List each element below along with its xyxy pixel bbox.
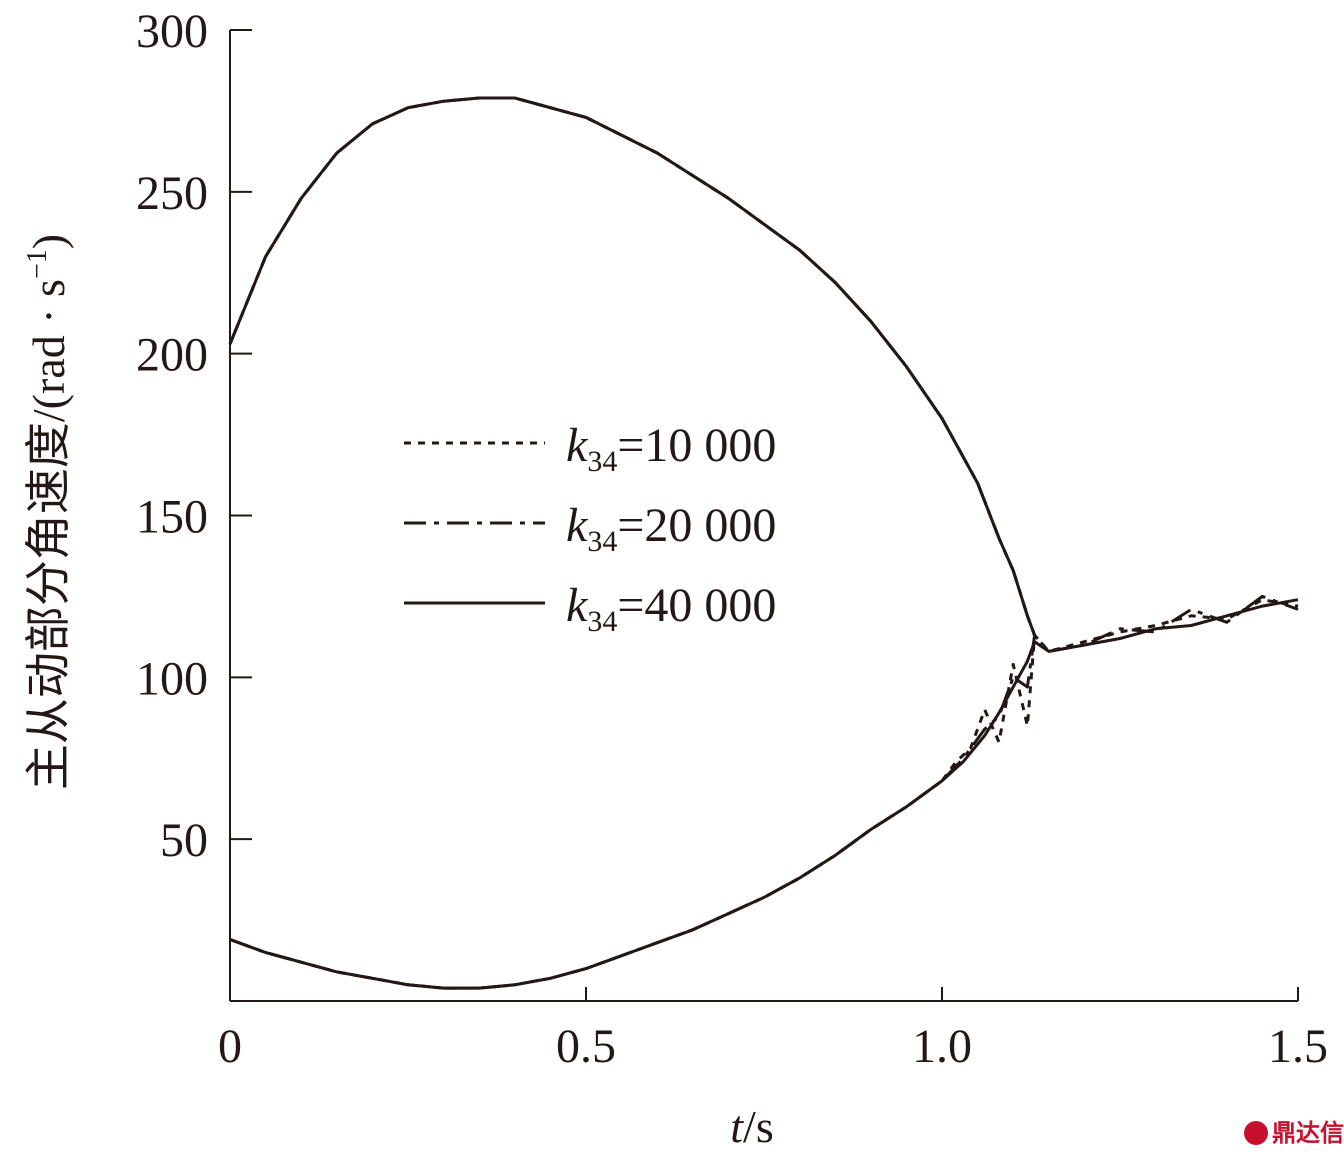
y-tick-label: 250 [136, 167, 208, 220]
legend-label-value: =40 000 [617, 579, 776, 632]
legend-label-value: =10 000 [617, 419, 776, 472]
legend-label-3: k34=40 000 [566, 579, 776, 638]
series-1-upper-line [228, 96, 1037, 636]
legend-label-k: k [566, 499, 589, 552]
y-tick-label: 100 [136, 652, 208, 705]
x-tick-label: 1.0 [912, 1020, 972, 1073]
y-axis-label: 主从动部分角速度/(rad · s−1) [22, 234, 74, 790]
x-axis-label-unit: /s [743, 1101, 774, 1152]
watermark: 鼎达信 [1244, 1119, 1344, 1147]
x-axis-label-italic: t [730, 1101, 744, 1152]
x-axis-label: t/s [730, 1101, 773, 1152]
series-2-lower-line [229, 594, 1299, 990]
legend-label-sub: 34 [587, 525, 617, 558]
y-axis-label-sup: −1 [22, 249, 53, 279]
y-tick-label: 200 [136, 329, 208, 382]
ticks: 0 0.5 1.0 1.5 50 100 150 200 250 300 [136, 5, 1328, 1073]
legend-label-1: k34=10 000 [566, 419, 776, 478]
plot-area [228, 96, 1299, 990]
legend-label-k: k [566, 579, 589, 632]
legend-label-sub: 34 [587, 445, 617, 478]
series-3-upper-line [228, 96, 1037, 636]
watermark-text: 鼎达信 [1272, 1119, 1344, 1147]
legend-label-sub: 34 [587, 605, 617, 638]
x-tick-label: 1.5 [1268, 1020, 1328, 1073]
legend-label-k: k [566, 419, 589, 472]
legend-label-value: =20 000 [617, 499, 776, 552]
series-1-lower-line [229, 598, 1299, 990]
y-axis-label-close: ) [23, 234, 74, 249]
series-2-upper-line [228, 96, 1037, 636]
x-tick-label: 0 [218, 1020, 242, 1073]
y-tick-label: 50 [160, 814, 208, 867]
legend-label-2: k34=20 000 [566, 499, 776, 558]
y-tick-label: 300 [136, 5, 208, 58]
y-axis-label-main: 主从动部分角速度/(rad · s [23, 279, 74, 790]
x-tick-label: 0.5 [556, 1020, 616, 1073]
y-tick-label: 150 [136, 491, 208, 544]
series-3-lower-line [229, 598, 1299, 990]
watermark-logo-icon [1244, 1121, 1268, 1145]
